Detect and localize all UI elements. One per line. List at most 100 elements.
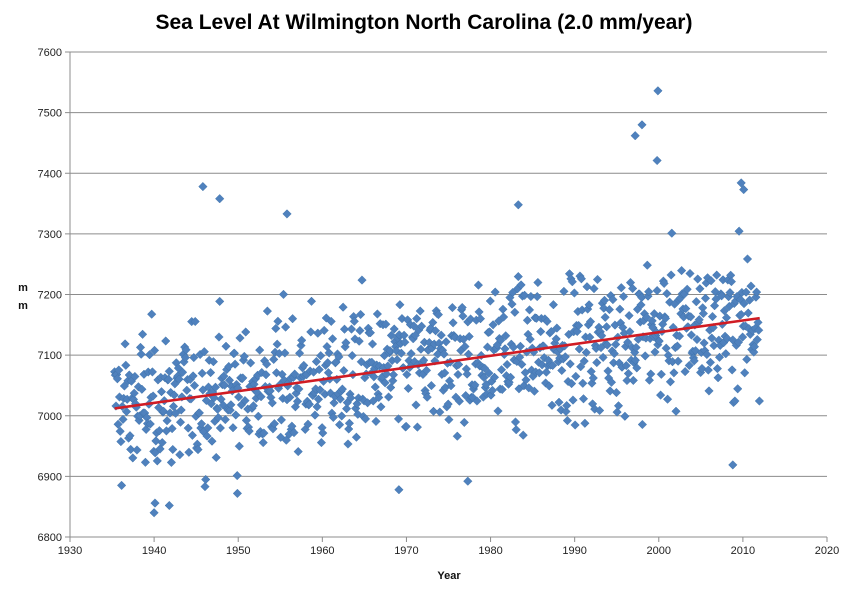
data-point <box>448 318 458 328</box>
data-point <box>435 407 445 417</box>
data-point <box>468 392 478 403</box>
data-point <box>431 326 441 336</box>
data-point <box>515 341 525 351</box>
data-point <box>164 374 174 384</box>
data-point <box>353 409 363 419</box>
data-point <box>136 349 146 359</box>
x-axis-label: Year <box>437 570 461 582</box>
data-point <box>490 287 500 297</box>
data-point <box>568 395 578 405</box>
data-point <box>161 336 171 346</box>
data-point <box>208 357 218 367</box>
data-point <box>746 281 756 291</box>
data-point <box>562 416 572 426</box>
gridlines <box>70 51 827 538</box>
data-point <box>299 360 309 370</box>
data-point <box>570 420 580 430</box>
data-point <box>145 350 155 360</box>
data-point <box>704 386 714 396</box>
data-point <box>447 303 457 313</box>
data-point <box>630 355 640 365</box>
data-point <box>156 387 167 397</box>
data-point <box>739 299 749 309</box>
data-point <box>374 392 384 403</box>
data-point <box>276 415 286 425</box>
x-tick-label: 1980 <box>478 545 502 557</box>
data-point <box>592 274 603 285</box>
data-point <box>151 436 161 446</box>
data-point <box>592 358 602 368</box>
data-point <box>489 372 500 382</box>
data-point <box>684 360 694 370</box>
data-point <box>703 273 713 283</box>
data-point <box>396 348 406 358</box>
data-point <box>458 311 468 321</box>
data-point <box>293 447 303 457</box>
data-point <box>356 357 366 367</box>
x-tick-label: 2020 <box>815 545 839 557</box>
data-point <box>472 396 482 406</box>
data-point <box>681 304 691 314</box>
data-point <box>506 372 516 382</box>
data-point <box>702 349 712 360</box>
data-point <box>711 294 721 304</box>
data-point <box>415 306 425 316</box>
data-point <box>175 417 186 427</box>
data-point <box>306 296 317 306</box>
data-point <box>147 367 157 377</box>
x-tick-label: 2010 <box>731 545 755 557</box>
data-point <box>611 388 621 398</box>
data-point <box>164 500 174 511</box>
data-point <box>728 335 738 345</box>
data-point <box>551 334 561 344</box>
data-point <box>713 373 723 383</box>
data-point <box>653 86 663 96</box>
data-point <box>546 326 556 337</box>
data-point <box>335 394 345 404</box>
data-point <box>189 353 199 363</box>
data-point <box>113 419 123 429</box>
data-point <box>215 194 225 204</box>
data-point <box>642 312 652 322</box>
data-point <box>178 367 188 377</box>
data-point <box>259 428 269 438</box>
data-point <box>356 309 366 320</box>
data-point <box>686 330 696 340</box>
data-point <box>650 347 660 357</box>
data-point <box>672 341 682 351</box>
data-point <box>335 420 345 430</box>
data-point <box>621 361 631 371</box>
data-point <box>137 384 147 394</box>
y-tick-label: 6900 <box>38 471 62 483</box>
data-point <box>372 309 382 319</box>
data-point <box>380 378 390 388</box>
data-point <box>271 323 281 334</box>
data-point <box>605 386 615 396</box>
data-point <box>464 331 474 342</box>
data-point <box>560 352 570 362</box>
data-point <box>599 303 609 313</box>
data-point <box>202 431 212 441</box>
data-point <box>221 341 231 351</box>
data-point <box>557 365 567 376</box>
data-point <box>749 347 759 357</box>
data-points <box>110 86 764 518</box>
data-point <box>703 365 713 375</box>
data-point <box>329 398 339 408</box>
data-point <box>357 275 367 285</box>
data-point <box>582 282 592 292</box>
data-point <box>574 320 584 331</box>
data-point <box>187 430 197 440</box>
data-point <box>707 333 717 343</box>
y-axis-label: m m <box>18 282 28 312</box>
trend-line <box>114 316 760 410</box>
data-point <box>474 307 484 317</box>
data-point <box>537 360 547 370</box>
data-point <box>368 396 378 406</box>
data-point <box>226 400 236 410</box>
y-tick-label: 7000 <box>38 411 62 423</box>
data-point <box>271 368 282 378</box>
data-point <box>693 274 703 284</box>
data-point <box>749 342 760 352</box>
data-point <box>354 336 364 346</box>
